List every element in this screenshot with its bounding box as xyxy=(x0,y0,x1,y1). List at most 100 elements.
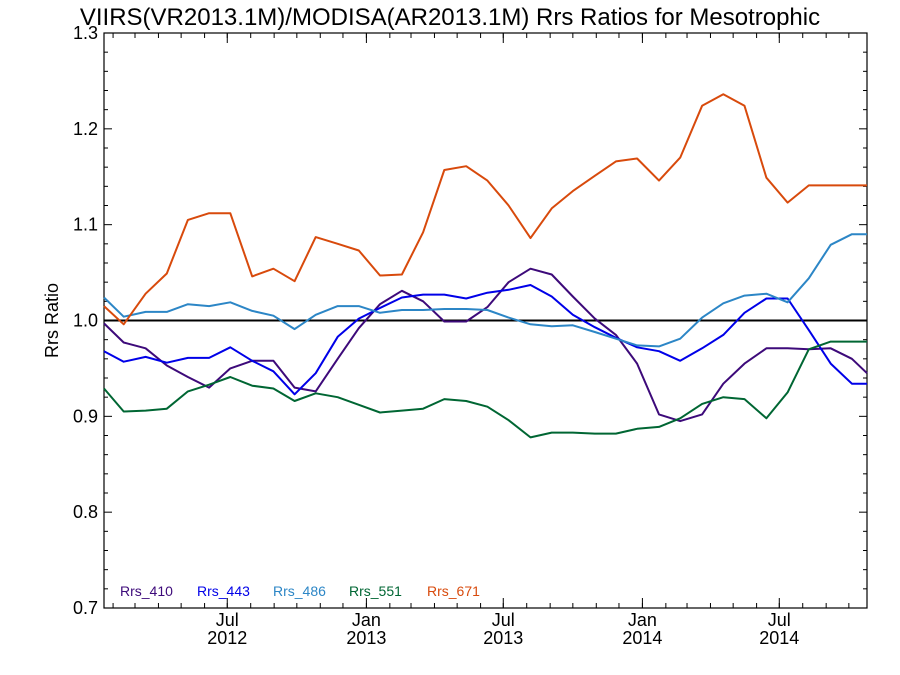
data-point xyxy=(829,347,832,350)
data-point xyxy=(743,294,746,297)
data-point xyxy=(357,249,360,252)
legend: Rrs_410 Rrs_443 Rrs_486 Rrs_551 Rrs_671 xyxy=(120,583,480,599)
data-point xyxy=(658,179,661,182)
data-point xyxy=(765,176,768,179)
data-point xyxy=(786,301,789,304)
data-point xyxy=(293,400,296,403)
data-point xyxy=(701,347,704,350)
data-point xyxy=(251,359,254,362)
data-point xyxy=(614,337,617,340)
data-point xyxy=(571,190,574,193)
series-Rrs_410 xyxy=(103,267,868,423)
data-point xyxy=(103,296,106,299)
data-point xyxy=(144,292,147,295)
x-tick-label-month: Jul xyxy=(768,610,791,630)
data-point xyxy=(400,289,403,292)
data-point xyxy=(850,340,853,343)
data-point xyxy=(507,288,510,291)
data-point xyxy=(336,335,339,338)
data-point xyxy=(400,296,403,299)
data-point xyxy=(293,393,296,396)
data-point xyxy=(103,305,106,308)
data-point xyxy=(636,362,639,365)
data-point xyxy=(614,432,617,435)
data-point xyxy=(486,405,489,408)
data-point xyxy=(765,292,768,295)
x-tick-label-month: Jan xyxy=(628,610,657,630)
data-point xyxy=(636,344,639,347)
data-point xyxy=(465,297,468,300)
data-point xyxy=(165,364,168,367)
series-Rrs_443 xyxy=(103,284,867,396)
data-point xyxy=(357,403,360,406)
data-point xyxy=(422,300,425,303)
data-point xyxy=(122,360,125,363)
data-point xyxy=(507,419,510,422)
data-point xyxy=(186,303,189,306)
data-point xyxy=(486,291,489,294)
x-tick-label-year: 2013 xyxy=(346,628,386,648)
data-point xyxy=(400,273,403,276)
data-point xyxy=(829,362,832,365)
data-point xyxy=(443,320,446,323)
data-point xyxy=(122,323,125,326)
data-point xyxy=(186,376,189,379)
data-point xyxy=(571,313,574,316)
data-point xyxy=(786,297,789,300)
data-point xyxy=(829,184,832,187)
data-point xyxy=(465,165,468,168)
data-point xyxy=(679,417,682,420)
data-point xyxy=(272,267,275,270)
data-point xyxy=(722,333,725,336)
data-point xyxy=(122,315,125,318)
data-point xyxy=(144,409,147,412)
data-point xyxy=(829,340,832,343)
data-point xyxy=(465,308,468,311)
data-point xyxy=(486,309,489,312)
data-point xyxy=(251,309,254,312)
data-point xyxy=(658,413,661,416)
data-point xyxy=(807,329,810,332)
data-point xyxy=(443,398,446,401)
data-point xyxy=(293,280,296,283)
data-point xyxy=(314,372,317,375)
legend-entry-Rrs_486: Rrs_486 xyxy=(273,583,326,599)
data-point xyxy=(400,309,403,312)
data-point xyxy=(229,367,232,370)
data-point xyxy=(336,357,339,360)
data-point xyxy=(122,410,125,413)
data-point xyxy=(786,391,789,394)
data-point xyxy=(293,328,296,331)
data-point xyxy=(208,305,211,308)
data-point xyxy=(850,184,853,187)
data-point xyxy=(186,390,189,393)
data-point xyxy=(229,301,232,304)
data-point xyxy=(807,348,810,351)
data-point xyxy=(357,305,360,308)
data-point xyxy=(208,386,211,389)
data-point xyxy=(144,355,147,358)
data-point xyxy=(722,382,725,385)
data-point xyxy=(765,417,768,420)
y-tick-label: 0.8 xyxy=(73,502,98,522)
data-point xyxy=(786,347,789,350)
series-line-Rrs_486 xyxy=(103,233,867,348)
series-line-Rrs_410 xyxy=(103,267,868,423)
series-Rrs_671 xyxy=(103,93,867,326)
data-point xyxy=(829,243,832,246)
data-point xyxy=(486,306,489,309)
data-point xyxy=(103,322,106,325)
data-point xyxy=(593,326,596,329)
data-point xyxy=(593,174,596,177)
data-point xyxy=(443,293,446,296)
data-point xyxy=(229,376,232,379)
data-point xyxy=(507,281,510,284)
y-tick-label: 1.2 xyxy=(73,119,98,139)
data-point xyxy=(593,432,596,435)
data-point xyxy=(701,104,704,107)
data-point xyxy=(422,407,425,410)
data-point xyxy=(550,273,553,276)
data-point xyxy=(122,341,125,344)
series-line-Rrs_551 xyxy=(103,340,867,439)
data-point xyxy=(850,357,853,360)
